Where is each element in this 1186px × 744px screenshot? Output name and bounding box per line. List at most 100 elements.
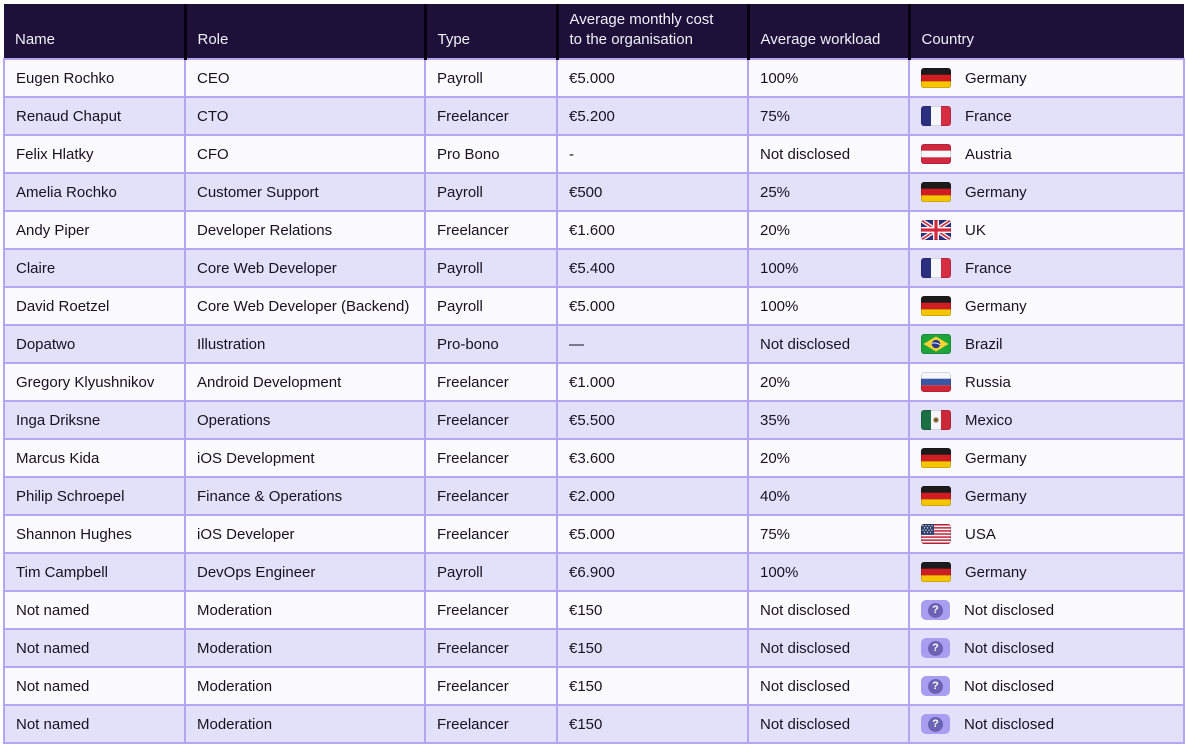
cell-role: Moderation: [184, 704, 426, 744]
column-header-type: Type: [423, 4, 557, 60]
cell-cost: €1.000: [556, 362, 749, 402]
cell-cost: €5.000: [556, 58, 749, 98]
country-cell-content: Germany: [921, 296, 1175, 316]
country-label: France: [965, 107, 1012, 125]
country-cell-content: Germany: [921, 182, 1175, 202]
cell-cost: -: [556, 134, 749, 174]
question-mark-icon: ?: [921, 714, 950, 734]
country-label: Mexico: [965, 411, 1013, 429]
country-cell-content: ? Not disclosed: [921, 676, 1175, 696]
country-cell-content: ? Not disclosed: [921, 600, 1175, 620]
cell-name: Gregory Klyushnikov: [3, 362, 186, 402]
country-cell-content: Brazil: [921, 334, 1175, 354]
table-row: Inga Driksne Operations Freelancer €5.500 35…: [3, 400, 1185, 440]
cell-type: Pro Bono: [424, 134, 558, 174]
country-label: Not disclosed: [964, 601, 1055, 619]
cell-name: Not named: [3, 704, 186, 744]
country-cell-content: ? Not disclosed: [921, 714, 1175, 734]
table-row: Dopatwo Illustration Pro-bono — Not disclose…: [3, 324, 1185, 364]
flag-brazil-icon: [921, 334, 951, 354]
cell-cost: €5.200: [556, 96, 749, 136]
country-label: Russia: [965, 373, 1011, 391]
country-cell-content: USA: [921, 524, 1175, 544]
cell-role: Developer Relations: [184, 210, 426, 250]
country-cell-content: Germany: [921, 486, 1175, 506]
column-header-name: Name: [4, 4, 185, 60]
table-row: Andy Piper Developer Relations Freelancer €…: [3, 210, 1185, 250]
cell-cost: €5.500: [556, 400, 749, 440]
cell-role: Customer Support: [184, 172, 426, 212]
cell-name: Amelia Rochko: [3, 172, 186, 212]
flag-france-icon: [921, 258, 951, 278]
cell-workload: 100%: [747, 552, 910, 592]
cell-cost: €500: [556, 172, 749, 212]
cell-type: Pro-bono: [424, 324, 558, 364]
table-row: Not named Moderation Freelancer €150 Not dis…: [3, 590, 1185, 630]
table-row: Marcus Kida iOS Development Freelancer €3.6…: [3, 438, 1185, 478]
cell-country: Germany: [908, 58, 1185, 98]
cell-role: Android Development: [184, 362, 426, 402]
cell-role: CTO: [184, 96, 426, 136]
cell-name: Not named: [3, 590, 186, 630]
table-row: Renaud Chaput CTO Freelancer €5.200 75% Franc…: [3, 96, 1185, 136]
flag-germany-icon: [921, 486, 951, 506]
flag-usa-icon: [921, 524, 951, 544]
cell-type: Freelancer: [424, 476, 558, 516]
column-header-cost: Average monthly cost to the organisation: [555, 4, 748, 60]
cell-type: Payroll: [424, 58, 558, 98]
country-label: Not disclosed: [964, 677, 1055, 695]
cell-cost: €3.600: [556, 438, 749, 478]
question-mark-icon: ?: [921, 676, 950, 696]
country-label: Germany: [965, 487, 1027, 505]
cell-cost: €6.900: [556, 552, 749, 592]
table-header: Name Role Type Average monthly cost to t…: [4, 4, 1184, 60]
cell-type: Payroll: [424, 552, 558, 592]
country-label: Not disclosed: [964, 639, 1055, 657]
cell-name: Dopatwo: [3, 324, 186, 364]
cell-country: France: [908, 96, 1185, 136]
cell-type: Payroll: [424, 286, 558, 326]
table-row: Not named Moderation Freelancer €150 Not dis…: [3, 666, 1185, 706]
cell-name: Philip Schroepel: [3, 476, 186, 516]
column-header-country: Country: [907, 4, 1184, 60]
cell-workload: 100%: [747, 58, 910, 98]
country-cell-content: Russia: [921, 372, 1175, 392]
cell-country: Germany: [908, 552, 1185, 592]
cell-type: Freelancer: [424, 628, 558, 668]
flag-germany-icon: [921, 296, 951, 316]
flag-france-icon: [921, 106, 951, 126]
cell-workload: Not disclosed: [747, 590, 910, 630]
cell-country: Germany: [908, 172, 1185, 212]
country-label: Germany: [965, 69, 1027, 87]
cell-name: Andy Piper: [3, 210, 186, 250]
cell-workload: 40%: [747, 476, 910, 516]
cell-role: iOS Developer: [184, 514, 426, 554]
table-row: Amelia Rochko Customer Support Payroll €500…: [3, 172, 1185, 212]
cell-workload: 20%: [747, 210, 910, 250]
cell-cost: €150: [556, 666, 749, 706]
cell-role: Core Web Developer: [184, 248, 426, 288]
flag-germany-icon: [921, 562, 951, 582]
question-mark-glyph: ?: [928, 716, 943, 732]
cell-workload: Not disclosed: [747, 324, 910, 364]
cell-type: Freelancer: [424, 514, 558, 554]
country-label: USA: [965, 525, 996, 543]
cell-name: Not named: [3, 666, 186, 706]
country-label: UK: [965, 221, 986, 239]
cell-type: Freelancer: [424, 400, 558, 440]
cell-type: Payroll: [424, 248, 558, 288]
country-cell-content: Austria: [921, 144, 1175, 164]
cell-workload: Not disclosed: [747, 628, 910, 668]
cell-country: ? Not disclosed: [908, 704, 1185, 744]
cell-cost: €150: [556, 590, 749, 630]
table-row: Gregory Klyushnikov Android Development Fr…: [3, 362, 1185, 402]
cell-role: Moderation: [184, 628, 426, 668]
cell-workload: 20%: [747, 362, 910, 402]
country-cell-content: Germany: [921, 68, 1175, 88]
cell-type: Freelancer: [424, 704, 558, 744]
cell-cost: €2.000: [556, 476, 749, 516]
flag-russia-icon: [921, 372, 951, 392]
country-cell-content: Mexico: [921, 410, 1175, 430]
question-mark-glyph: ?: [928, 678, 943, 694]
